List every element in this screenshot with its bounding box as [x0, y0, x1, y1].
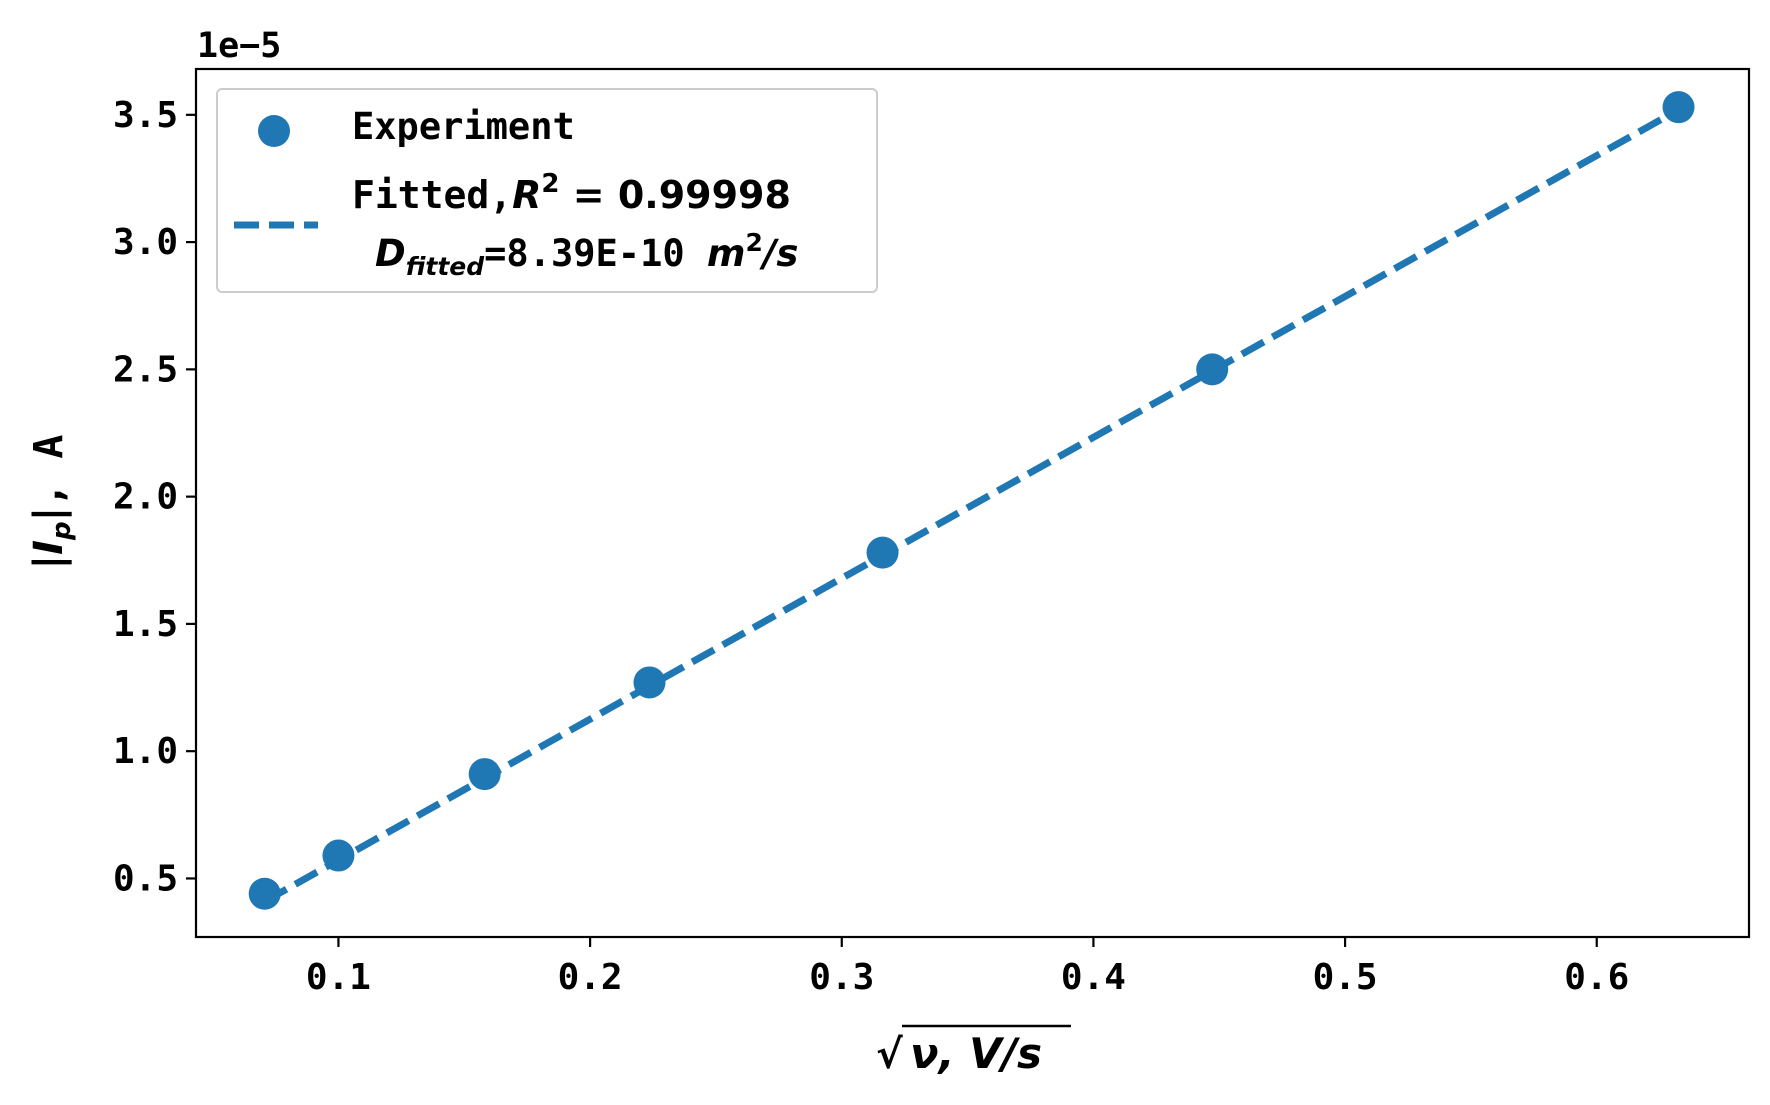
- x-tick-label: 0.3: [809, 957, 874, 998]
- y-tick-label: 2.0: [113, 477, 178, 518]
- svg-text:|Ip|, A: |Ip|, A: [26, 435, 77, 570]
- fitted-line: [262, 106, 1681, 905]
- legend-experiment-marker: [258, 115, 290, 147]
- y-tick-label: 0.5: [113, 858, 178, 899]
- y-axis-ticks: 0.5 1.0 1.5 2.0 2.5 3.0 3.5: [113, 95, 196, 899]
- y-tick-label: 2.5: [113, 349, 178, 390]
- legend-box: [216, 88, 878, 293]
- x-axis-label-sqrt: √: [876, 1032, 903, 1078]
- experiment-point: [1662, 91, 1695, 124]
- y-tick-label: 1.5: [113, 604, 178, 645]
- x-tick-label: 0.5: [1313, 957, 1378, 998]
- legend-d-unit-exp: 2: [745, 228, 762, 257]
- legend-fitted-prefix: Fitted,: [352, 173, 512, 217]
- plot-area: [194, 67, 1751, 939]
- experiment-point: [1196, 353, 1229, 386]
- x-tick-label: 0.4: [1061, 957, 1126, 998]
- fitted-line-group: [262, 106, 1681, 905]
- legend-d-unit-m: m: [707, 232, 746, 275]
- legend-r2-value: = 0.99998: [560, 173, 791, 217]
- y-tick-label: 3.5: [113, 95, 178, 136]
- experiment-point: [633, 666, 666, 699]
- y-axis-label: |Ip|, A: [26, 435, 77, 570]
- x-tick-label: 0.2: [558, 957, 623, 998]
- legend-r2-symbol: R: [512, 173, 541, 217]
- x-tick-label: 0.1: [306, 957, 371, 998]
- experiment-point: [248, 877, 281, 910]
- legend-d-unit-rest: /s: [759, 232, 799, 275]
- legend: Experiment Fitted,R2 = 0.99998 Dfitted=8…: [216, 88, 878, 293]
- legend-d-symbol: D: [375, 232, 406, 275]
- y-axis-label-pipe-left: |: [26, 555, 73, 570]
- y-axis-label-unit: , A: [26, 435, 72, 507]
- y-axis-label-pipe-right: |: [26, 507, 73, 522]
- experiment-points: [248, 91, 1695, 910]
- y-tick-label: 1.0: [113, 731, 178, 772]
- experiment-point: [322, 839, 355, 872]
- y-axis-label-I: I: [26, 540, 72, 555]
- x-tick-label: 0.6: [1564, 957, 1629, 998]
- y-tick-label: 3.0: [113, 222, 178, 263]
- legend-fitted-line1: Fitted,R2 = 0.99998: [352, 169, 791, 217]
- legend-d-value: =8.39E-10: [484, 232, 707, 275]
- experiment-point: [866, 536, 899, 569]
- legend-r2-exp: 2: [541, 169, 559, 199]
- x-axis-ticks: 0.1 0.2 0.3 0.4 0.5 0.6: [306, 937, 1629, 998]
- y-axis-label-p: p: [47, 521, 77, 541]
- legend-d-sub: fitted: [406, 252, 486, 281]
- x-axis-label-text: ν, V/s: [910, 1029, 1042, 1078]
- x-axis-label: √ ν, V/s: [876, 1024, 1071, 1078]
- legend-experiment-label: Experiment: [352, 105, 575, 148]
- experiment-point: [468, 758, 501, 791]
- legend-fitted-line2: Dfitted=8.39E-10 m2/s: [375, 228, 798, 281]
- y-offset-label: 1e−5: [197, 26, 281, 66]
